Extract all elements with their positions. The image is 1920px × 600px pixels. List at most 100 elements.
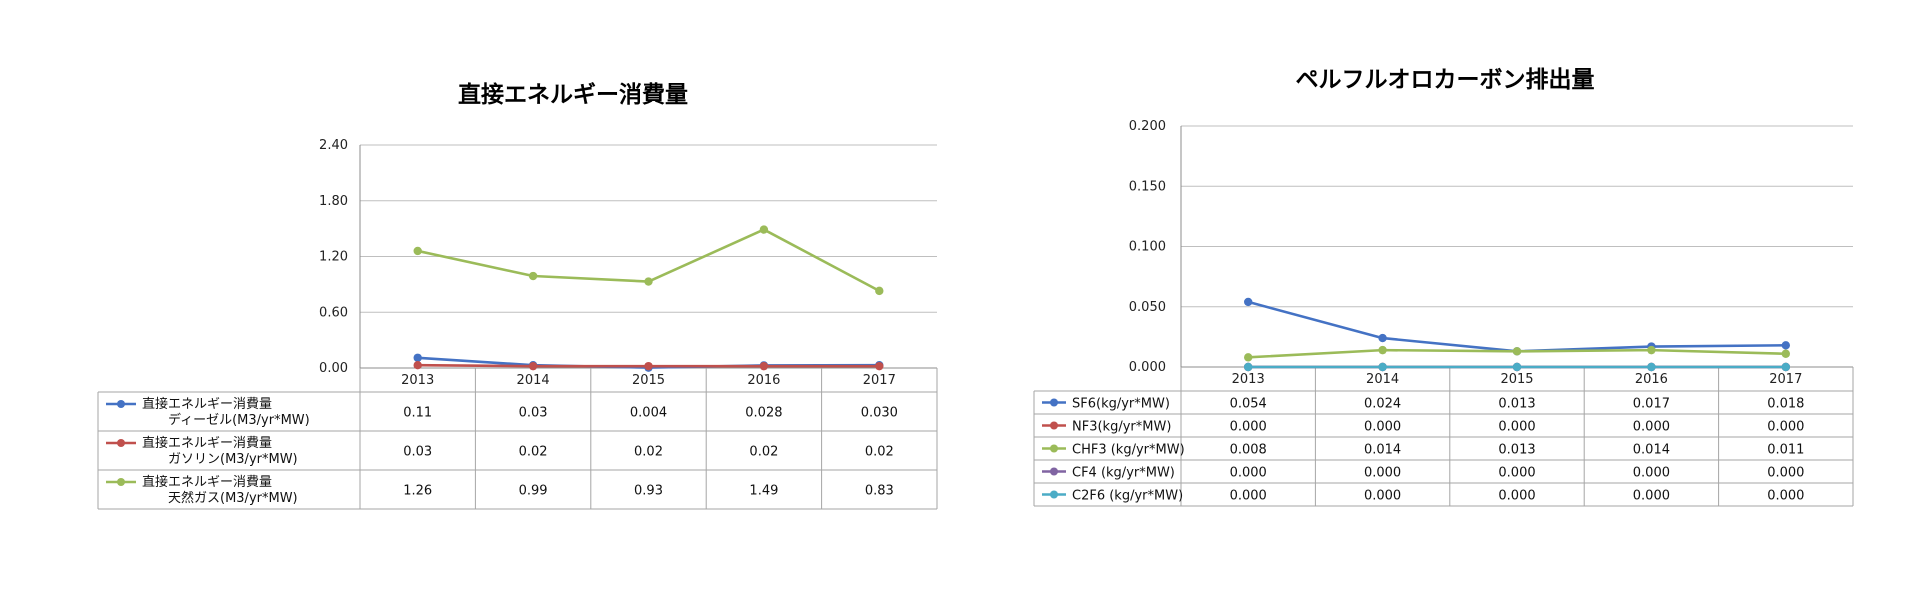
data-label: 0.018 [1767, 397, 1804, 412]
data-label: 1.49 [749, 484, 778, 499]
data-label: 0.02 [519, 445, 548, 460]
data-point [1781, 362, 1791, 372]
data-point [528, 271, 538, 281]
legend-entry: CHF3 (kg/yr*MW) [1072, 443, 1185, 458]
data-label: 0.000 [1230, 420, 1267, 435]
legend-entry: C2F6 (kg/yr*MW) [1072, 489, 1183, 504]
x-tick-label: 2015 [1500, 372, 1533, 387]
x-tick-label: 2013 [401, 373, 434, 388]
series-line [1247, 300, 1786, 353]
data-point [1378, 362, 1387, 372]
data-label: 0.000 [1498, 466, 1535, 481]
x-tick-label: 2016 [1635, 372, 1668, 387]
data-point [759, 225, 769, 234]
data-label: 0.014 [1633, 443, 1670, 458]
data-label: 0.014 [1364, 443, 1401, 458]
data-point [1781, 349, 1791, 358]
legend-entry: NF3(kg/yr*MW) [1072, 420, 1171, 435]
data-point [1244, 297, 1253, 307]
chart-direct-energy: 直接エネルギー消費量 0.00 0.60 1.20 1.80 2.40 2013 2014 2… [97, 81, 938, 510]
y-tick-label: 1.80 [319, 194, 348, 209]
data-label: 0.000 [1498, 420, 1535, 435]
data-label: 0.02 [749, 445, 778, 460]
data-label: 0.000 [1364, 489, 1401, 504]
x-tick-label: 2013 [1232, 372, 1265, 387]
y-tick-label: 2.40 [319, 138, 348, 153]
data-label: 0.008 [1230, 443, 1267, 458]
data-point [759, 361, 769, 371]
chart-title: ペルフルオロカーボン排出量 [1296, 67, 1595, 93]
data-label: 0.02 [634, 445, 663, 460]
legend-entry: 直接エネルギー消費量ガソリン(M3/yr*MW) [142, 435, 298, 467]
x-tick-label: 2016 [747, 373, 780, 388]
legend-key-marker [1050, 490, 1058, 499]
data-label: 0.013 [1498, 397, 1535, 412]
y-tick-label: 0.60 [319, 305, 348, 320]
legend-key-marker [1050, 398, 1058, 407]
data-label: 0.000 [1633, 489, 1670, 504]
x-tick-label: 2015 [632, 373, 665, 388]
legend-key-marker [117, 439, 125, 447]
data-label: 0.000 [1498, 489, 1535, 504]
data-point [1244, 362, 1253, 372]
legend-entry: 直接エネルギー消費量天然ガス(M3/yr*MW) [142, 474, 298, 506]
data-label: 0.000 [1767, 466, 1804, 481]
data-label: 0.011 [1767, 443, 1804, 458]
x-tick-label: 2017 [1769, 372, 1802, 387]
data-point [1647, 362, 1656, 372]
y-tick-label: 0.000 [1129, 360, 1166, 375]
y-tick-label: 0.100 [1129, 240, 1166, 255]
data-label: 0.000 [1767, 489, 1804, 504]
data-point [1378, 333, 1387, 343]
legend-key-marker [1050, 444, 1058, 453]
legend-entry: SF6(kg/yr*MW) [1072, 397, 1170, 412]
data-point [528, 361, 538, 371]
data-label: 0.02 [865, 445, 894, 460]
y-tick-label: 0.00 [319, 361, 348, 376]
data-label: 0.000 [1230, 489, 1267, 504]
y-tick-label: 0.050 [1129, 300, 1166, 315]
y-tick-label: 0.150 [1129, 179, 1166, 194]
x-tick-label: 2014 [1366, 372, 1399, 387]
x-tick-label: 2017 [863, 373, 896, 388]
data-label: 0.030 [861, 406, 898, 421]
legend-entry: 直接エネルギー消費量ディーゼル(M3/yr*MW) [142, 396, 310, 428]
data-point [644, 277, 653, 286]
data-label: 1.26 [403, 484, 432, 499]
data-label: 0.000 [1230, 466, 1267, 481]
data-point [1781, 341, 1791, 350]
data-label: 0.11 [403, 406, 432, 421]
data-point [413, 353, 422, 362]
data-point [1378, 345, 1387, 355]
data-label: 0.017 [1633, 397, 1670, 412]
legend-entry: CF4 (kg/yr*MW) [1072, 466, 1175, 481]
data-label: 0.000 [1633, 466, 1670, 481]
y-tick-label: 1.20 [319, 250, 348, 265]
data-label: 0.000 [1364, 466, 1401, 481]
data-point [1647, 345, 1656, 355]
data-point [1244, 353, 1253, 362]
legend-key-marker [117, 400, 125, 408]
data-point [413, 361, 422, 370]
y-tick-label: 0.200 [1129, 119, 1166, 134]
data-point [413, 246, 422, 256]
data-label: 0.03 [519, 406, 548, 421]
data-label: 0.024 [1364, 397, 1401, 412]
data-label: 0.004 [630, 406, 667, 421]
data-label: 0.93 [634, 484, 663, 499]
data-label: 0.054 [1230, 397, 1267, 412]
data-label: 0.000 [1364, 420, 1401, 435]
data-label: 0.000 [1633, 420, 1670, 435]
chart-title: 直接エネルギー消費量 [458, 81, 688, 108]
data-label: 0.83 [865, 484, 894, 499]
chart-pfc-emissions: ペルフルオロカーボン排出量 0.000 0.050 0.100 0.150 0.200 2… [1033, 67, 1854, 507]
data-label: 0.028 [745, 406, 782, 421]
x-tick-label: 2014 [517, 373, 550, 388]
data-label: 0.013 [1498, 443, 1535, 458]
data-label: 0.03 [403, 445, 432, 460]
data-label: 0.99 [519, 484, 548, 499]
data-label: 0.000 [1767, 420, 1804, 435]
legend-key-marker [1050, 421, 1058, 430]
data-point [1512, 347, 1522, 356]
